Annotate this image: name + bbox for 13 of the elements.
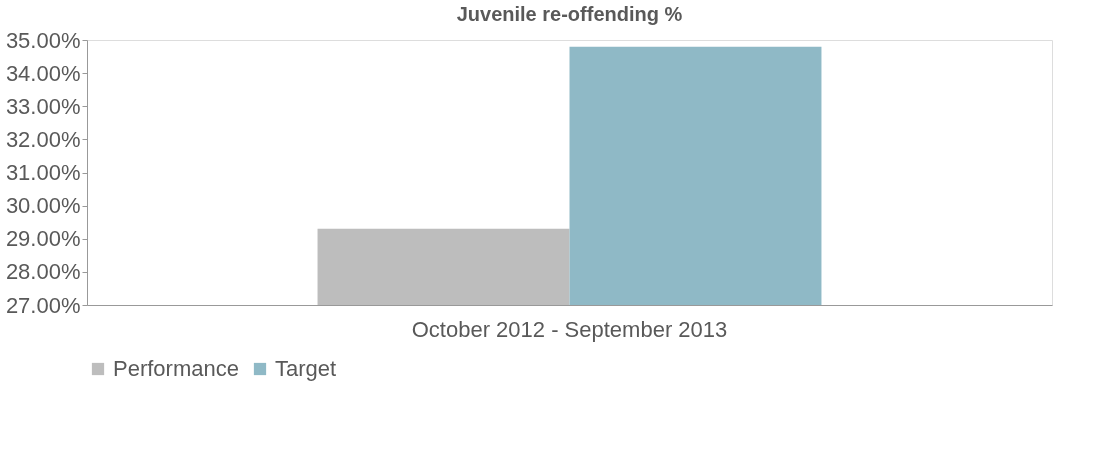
y-tick-label: 32.00%: [5, 126, 81, 152]
legend-label: Target: [275, 356, 337, 381]
y-tick-label: 34.00%: [5, 60, 81, 86]
y-tick-label: 33.00%: [5, 93, 81, 119]
legend-label: Performance: [113, 356, 239, 381]
y-tick-label: 31.00%: [5, 160, 81, 185]
chart-title: Juvenile re-offending %: [456, 3, 683, 25]
y-tick-label: 28.00%: [5, 259, 81, 285]
y-tick-label: 29.00%: [5, 226, 81, 252]
y-tick-label: 30.00%: [5, 193, 81, 219]
x-tick-label: October 2012 - September 2013: [411, 316, 728, 342]
y-tick-label: 27.00%: [5, 292, 81, 318]
y-tick-label: 35.00%: [5, 27, 81, 53]
